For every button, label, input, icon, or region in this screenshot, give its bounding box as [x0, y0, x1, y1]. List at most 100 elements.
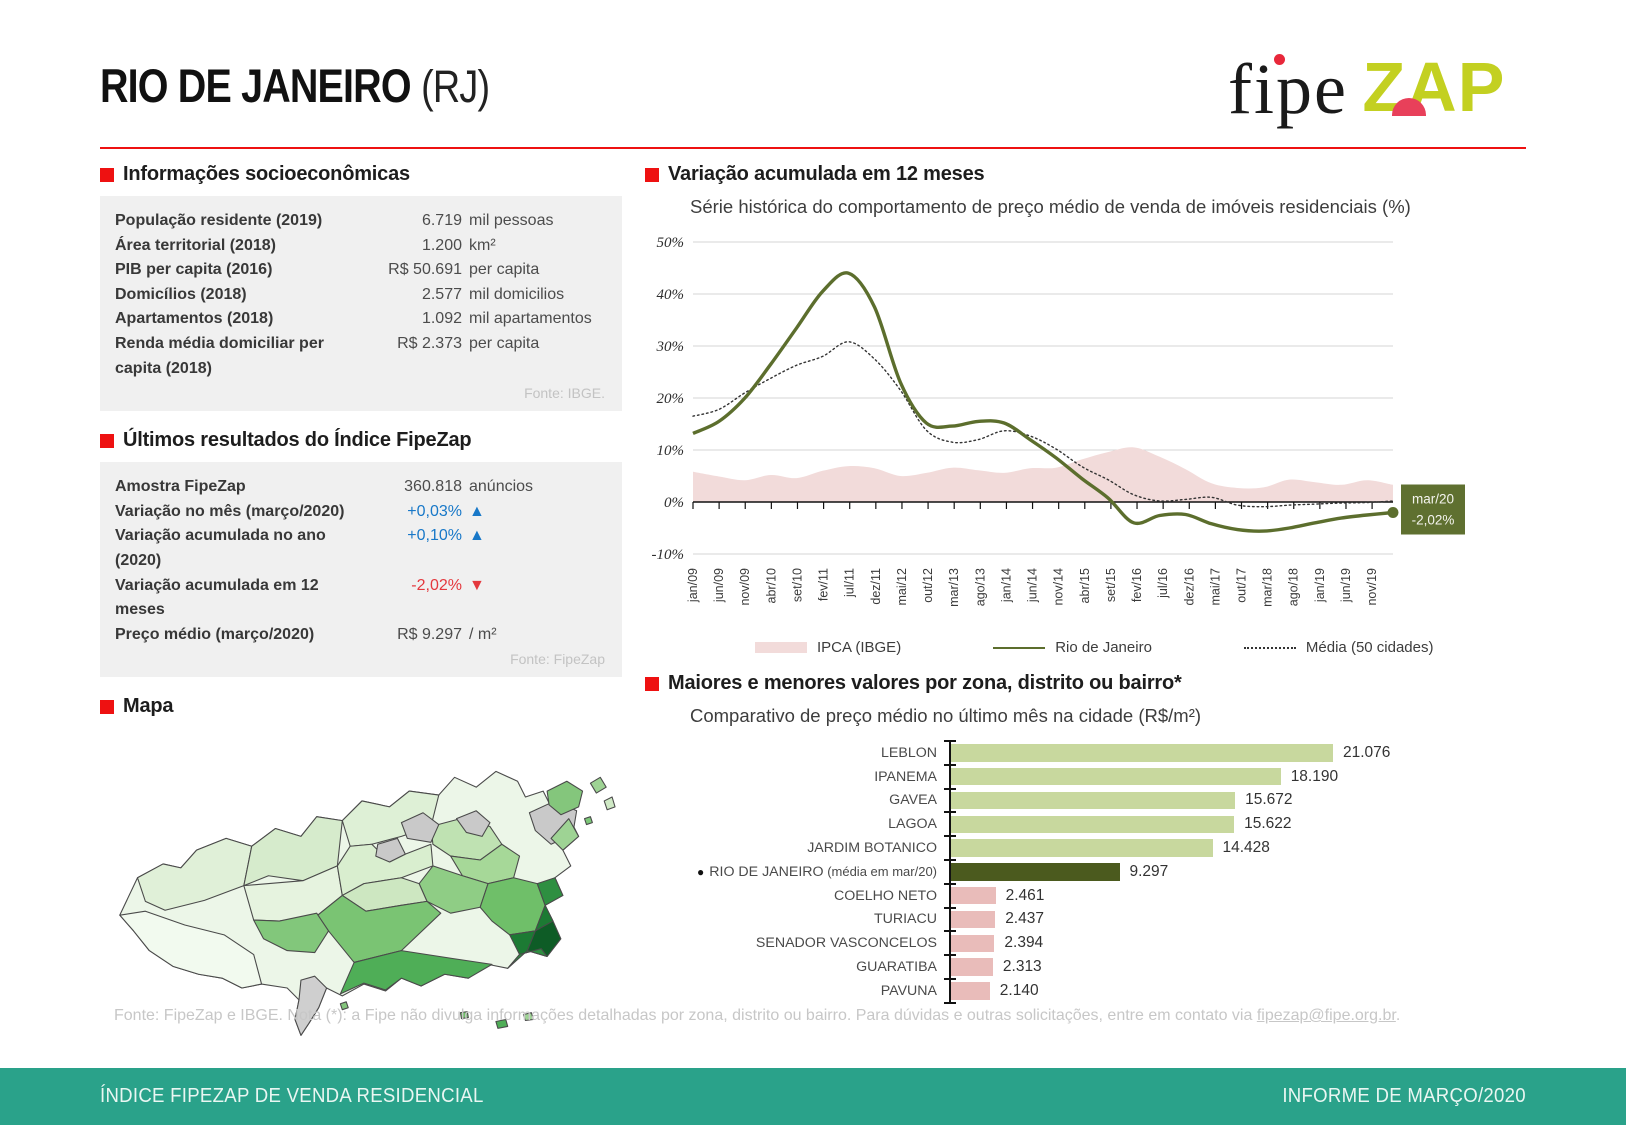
line-chart-legend: IPCA (IBGE) Rio de Janeiro Média (50 cid… [755, 639, 1530, 656]
bar-zone: 15.622 [944, 811, 1530, 837]
page-header: RIO DE JANEIRO (RJ) [100, 58, 563, 113]
logo-zap-text: ZAP [1362, 48, 1506, 126]
bar-label: ● RIO DE JANEIRO (média em mar/20) [697, 863, 937, 880]
footer-note: Fonte: FipeZap e IBGE. Nota (*): a Fipe … [114, 1007, 1401, 1024]
section-fipezap-results-header: Últimos resultados do Índice FipeZap [100, 429, 622, 452]
y-tick-label: 20% [657, 391, 685, 407]
row-value: 6.719 [421, 212, 462, 229]
x-tick-label: jul/16 [1156, 568, 1170, 599]
bar-value: 2.461 [1005, 886, 1045, 904]
bar-row: COELHO NETO 2.461 [645, 882, 1530, 908]
bar-zone: 14.428 [944, 835, 1530, 860]
row-label: Apartamentos (2018) [115, 310, 274, 328]
row-label: Variação acumulada no ano (2020) [115, 527, 326, 569]
ipca-area-series [693, 447, 1393, 502]
bar-sublabel: (média em mar/20) [823, 863, 937, 879]
line-chart-svg: 50% 40% 30% 20% 10% 0% -10%jan/09 jun/09 nov/09 a… [652, 235, 1465, 607]
row-label: Variação no mês (março/2020) [115, 502, 345, 520]
bar-zone: 2.140 [944, 977, 1530, 1004]
city-dot-icon: ● [697, 864, 705, 879]
row-label: Renda média domiciliar per capita (2018) [115, 334, 324, 377]
bar-row: IPANEMA 18.190 [645, 763, 1530, 789]
bar-row: LEBLON 21.076 [645, 740, 1530, 765]
y-tick-label: 10% [657, 443, 685, 459]
y-tick-label: 30% [656, 339, 685, 355]
row-unit: mil pessoas [469, 212, 554, 229]
source-ibge: Fonte: IBGE. [524, 385, 605, 402]
row-value: +0,03% [407, 502, 462, 520]
row-value: 2.577 [421, 285, 462, 303]
row-value: 1.200 [421, 236, 462, 254]
x-tick-label: ago/18 [1287, 568, 1301, 606]
bar [951, 815, 1235, 834]
bar-label: COELHO NETO [833, 887, 937, 904]
bar [951, 791, 1236, 810]
x-tick-label: mai/12 [895, 568, 909, 606]
end-label-value: -2,02% [1412, 513, 1455, 528]
x-tick-label: mar/18 [1261, 568, 1275, 607]
row-value: -2,02% [411, 576, 462, 594]
media-dotted-swatch [1243, 646, 1296, 649]
bar-value: 2.140 [999, 981, 1039, 999]
rio-line-swatch [993, 646, 1046, 649]
x-tick-label: jul/11 [843, 568, 857, 598]
rio-map-svg [119, 771, 616, 1037]
x-tick-label: dez/11 [869, 568, 883, 605]
x-tick-label: dez/16 [1182, 568, 1196, 606]
bar-row: GAVEA 15.672 [645, 787, 1530, 813]
bar [951, 767, 1281, 786]
bar-value: 15.622 [1244, 815, 1292, 833]
section-map-title: Mapa [123, 695, 174, 718]
bar-label: GUARATIBA [856, 959, 937, 976]
red-square-icon [645, 676, 659, 691]
bar-label: SENADOR VASCONCELOS [755, 935, 937, 952]
bar-label: PAVUNA [880, 982, 937, 999]
row-value: R$ 9.297 [397, 625, 462, 643]
table-row: Renda média domiciliar per capita (2018)… [115, 332, 607, 381]
section-socioeconomic-header: Informações socioeconômicas [100, 163, 622, 186]
bar-row: JARDIM BOTANICO 14.428 [645, 835, 1530, 860]
x-tick-label: fev/16 [1130, 568, 1144, 602]
left-column: Informações socioeconômicas População re… [100, 163, 622, 1125]
table-row: Variação acumulada no ano (2020) +0,10% ▲ [115, 524, 607, 573]
table-row: Variação no mês (março/2020) +0,03% ▲ [115, 500, 607, 525]
x-tick-label: out/17 [1235, 568, 1249, 603]
row-label: Amostra FipeZap [115, 478, 246, 496]
bar-label: TURIACU [873, 911, 937, 928]
end-label-month: mar/20 [1412, 492, 1454, 507]
row-label: Área territorial (2018) [115, 236, 276, 254]
footer-bar-right-text: INFORME DE MARÇO/2020 [1282, 1085, 1526, 1107]
x-tick-label: jan/09 [686, 568, 700, 603]
x-tick-label: nov/14 [1052, 568, 1066, 606]
x-tick-label: mar/13 [947, 568, 961, 607]
y-tick-label: -10% [652, 547, 685, 563]
bar [951, 910, 996, 929]
row-unit: per capita [469, 261, 540, 279]
row-label: PIB per capita (2016) [115, 261, 273, 279]
bar-value: 14.428 [1222, 839, 1270, 857]
x-tick-label: ago/13 [973, 568, 987, 606]
section-bairros-title: Maiores e menores valores por zona, dist… [668, 672, 1182, 694]
row-label: Variação acumulada em 12 meses [115, 576, 319, 619]
row-value: R$ 2.373 [397, 334, 462, 352]
bar [951, 982, 990, 1000]
bar [951, 886, 996, 905]
source-fipezap: Fonte: FipeZap [510, 651, 605, 668]
legend-item-media: Média (50 cidades) [1243, 639, 1434, 656]
x-tick-label: abr/15 [1078, 568, 1092, 603]
ipca-area-swatch [755, 642, 807, 653]
bar-label: LEBLON [881, 744, 937, 761]
section-variation-title: Variação acumulada em 12 meses [668, 163, 985, 185]
x-tick-label: jun/19 [1339, 568, 1353, 603]
rio-line-series [692, 271, 1394, 533]
row-unit: anúncios [469, 478, 534, 496]
bar-row: LAGOA 15.622 [645, 811, 1530, 837]
row-value: +0,10% [407, 527, 462, 545]
bar-label: GAVEA [889, 792, 937, 809]
page-title-suffix: (RJ) [421, 61, 490, 112]
row-label: Domicílios (2018) [115, 285, 247, 303]
red-square-icon [100, 167, 114, 182]
contact-email-link[interactable]: fipezap@fipe.org.br [1256, 1007, 1396, 1024]
header-rule [100, 147, 1526, 149]
